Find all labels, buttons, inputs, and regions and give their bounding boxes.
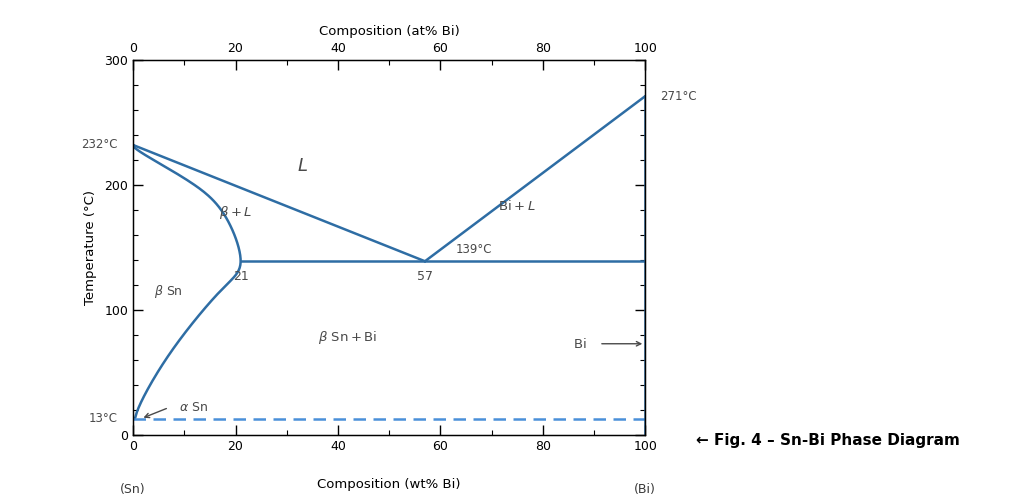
Text: (Sn): (Sn) <box>120 482 146 496</box>
Text: 13°C: 13°C <box>89 412 118 425</box>
Text: $\beta\ \mathrm{Sn} + \mathrm{Bi}$: $\beta\ \mathrm{Sn} + \mathrm{Bi}$ <box>318 329 378 346</box>
Y-axis label: Temperature (°C): Temperature (°C) <box>84 190 97 305</box>
Text: 21: 21 <box>232 270 249 283</box>
Text: 271°C: 271°C <box>660 90 697 103</box>
Text: ← Fig. 4 – Sn-Bi Phase Diagram: ← Fig. 4 – Sn-Bi Phase Diagram <box>696 432 961 448</box>
Text: 232°C: 232°C <box>81 138 118 151</box>
Text: 139°C: 139°C <box>456 244 493 256</box>
Text: $\mathrm{Bi}$: $\mathrm{Bi}$ <box>573 337 587 351</box>
Text: (Bi): (Bi) <box>634 482 656 496</box>
Text: $\beta + L$: $\beta + L$ <box>219 204 252 221</box>
X-axis label: Composition (at% Bi): Composition (at% Bi) <box>318 25 460 38</box>
Text: $\alpha\ \mathrm{Sn}$: $\alpha\ \mathrm{Sn}$ <box>179 401 208 414</box>
Text: $\mathrm{Bi} + L$: $\mathrm{Bi} + L$ <box>499 199 536 213</box>
Text: $L$: $L$ <box>297 157 307 176</box>
X-axis label: Composition (wt% Bi): Composition (wt% Bi) <box>317 478 461 491</box>
Text: 57: 57 <box>417 270 433 283</box>
Text: $\beta\ \mathrm{Sn}$: $\beta\ \mathrm{Sn}$ <box>154 283 182 300</box>
